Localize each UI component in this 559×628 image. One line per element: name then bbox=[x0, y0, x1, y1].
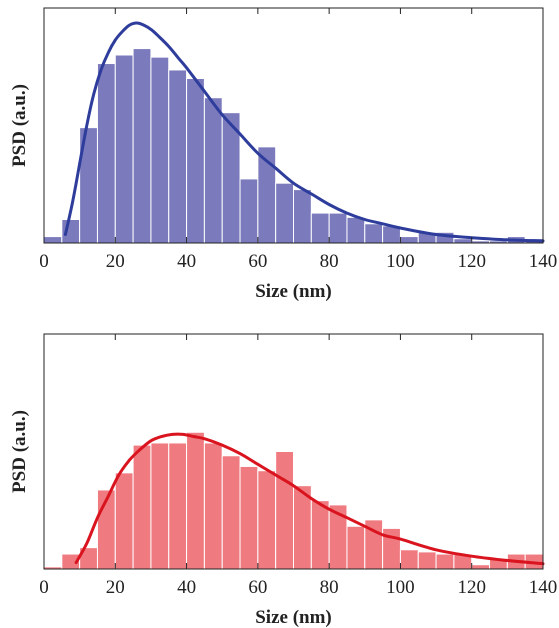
histogram-bar bbox=[310, 212, 330, 244]
x-tick-label: 120 bbox=[457, 251, 486, 272]
histogram-bar bbox=[293, 189, 312, 244]
top-histogram-bars bbox=[43, 48, 544, 244]
histogram-bar bbox=[310, 500, 330, 570]
x-tick-label: 80 bbox=[320, 251, 339, 272]
histogram-bar bbox=[417, 551, 437, 570]
bottom-x-axis-label: Size (nm) bbox=[255, 607, 332, 628]
histogram-bar bbox=[399, 236, 419, 244]
bottom-fit-curve bbox=[74, 432, 545, 566]
x-tick-label: 20 bbox=[106, 251, 125, 272]
x-tick-label: 0 bbox=[39, 577, 49, 598]
histogram-bar bbox=[364, 223, 384, 244]
histogram-bar bbox=[132, 444, 152, 570]
x-tick-label: 140 bbox=[529, 251, 558, 272]
histogram-bar bbox=[186, 78, 205, 244]
histogram-bar bbox=[150, 56, 170, 244]
histogram-bar bbox=[61, 219, 81, 244]
top-axes-frame bbox=[43, 7, 544, 244]
x-tick-label: 40 bbox=[177, 251, 196, 272]
histogram-bar bbox=[346, 216, 366, 244]
x-tick-label: 100 bbox=[386, 577, 415, 598]
histogram-bar bbox=[275, 451, 294, 570]
histogram-bar bbox=[168, 69, 188, 244]
histogram-bar bbox=[257, 470, 277, 570]
bottom-axes-frame bbox=[43, 333, 544, 570]
x-tick-label: 80 bbox=[320, 577, 339, 598]
histogram-bar bbox=[96, 63, 116, 244]
x-tick-label: 0 bbox=[39, 251, 49, 272]
x-tick-label: 60 bbox=[248, 577, 267, 598]
histogram-bar bbox=[186, 431, 205, 570]
x-tick-label: 100 bbox=[386, 251, 415, 272]
histogram-bar bbox=[346, 525, 366, 570]
histogram-bar bbox=[203, 97, 223, 244]
histogram-bar bbox=[435, 553, 455, 570]
histogram-bar bbox=[114, 54, 134, 244]
top-y-axis-label: PSD (a.u.) bbox=[9, 84, 30, 167]
top-x-ticks: 0 20 40 60 80 100 120 140 bbox=[39, 8, 557, 272]
x-tick-label: 60 bbox=[248, 251, 267, 272]
histogram-bar bbox=[275, 182, 294, 244]
top-panel: 0 20 40 60 80 100 120 140 Size (nm) PSD (a.u.) bbox=[9, 7, 557, 302]
histogram-bar bbox=[399, 549, 419, 570]
bottom-x-ticks: 0 20 40 60 80 100 120 140 bbox=[39, 334, 557, 598]
histogram-bar bbox=[43, 236, 63, 244]
x-tick-label: 120 bbox=[457, 577, 486, 598]
top-fit-curve bbox=[63, 21, 545, 243]
bottom-histogram-bars bbox=[43, 431, 544, 570]
histogram-bar bbox=[239, 178, 259, 244]
histogram-bar bbox=[132, 48, 152, 244]
histogram-bar bbox=[453, 238, 473, 244]
bottom-panel: 0 20 40 60 80 100 120 140 Size (nm) PSD (a.u.) bbox=[9, 333, 557, 628]
histogram-bar bbox=[221, 455, 241, 570]
top-x-axis-label: Size (nm) bbox=[255, 281, 332, 302]
x-tick-label: 20 bbox=[106, 577, 125, 598]
histogram-bar bbox=[239, 465, 259, 570]
histogram-bar bbox=[150, 442, 170, 570]
histogram-bar bbox=[471, 564, 491, 570]
histogram-bar bbox=[114, 472, 134, 570]
x-tick-label: 40 bbox=[177, 577, 196, 598]
histogram-bar bbox=[168, 442, 188, 570]
x-tick-label: 140 bbox=[529, 577, 558, 598]
histogram-bar bbox=[203, 442, 223, 570]
bottom-y-axis-label: PSD (a.u.) bbox=[9, 410, 30, 493]
histogram-bar bbox=[328, 212, 348, 244]
